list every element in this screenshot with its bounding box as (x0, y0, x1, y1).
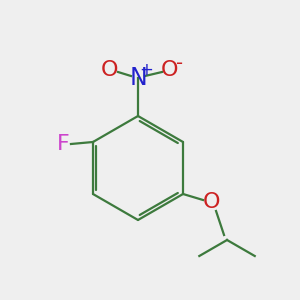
Text: O: O (101, 60, 119, 80)
Text: O: O (202, 192, 220, 212)
Text: -: - (176, 55, 184, 74)
Text: F: F (57, 134, 69, 154)
Text: +: + (139, 61, 153, 79)
Text: O: O (161, 60, 179, 80)
Text: N: N (129, 66, 147, 90)
